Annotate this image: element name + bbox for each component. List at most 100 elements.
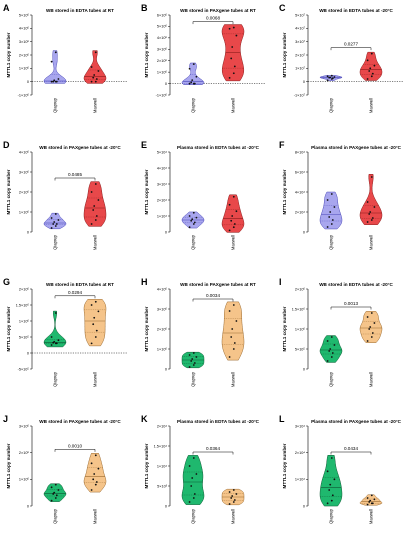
y-tick-label: 5×10⁶ (19, 13, 30, 17)
x-tick-label: Qiaprep (191, 234, 196, 250)
data-point (54, 483, 57, 486)
p-value-label: 0.0294 (68, 290, 82, 295)
y-axis-label: MTTL1 copy number (6, 32, 11, 77)
panel-svg: C WB stored in EDTA tubes at -20°C MTTL1 c… (279, 3, 404, 113)
data-point (370, 52, 373, 55)
x-tick-label: Qiaprep (329, 508, 334, 524)
data-point (193, 362, 196, 364)
data-point (328, 489, 331, 491)
data-point (52, 493, 55, 495)
panel-l: L Plasma stored in PAXgene tubes at -20°C… (276, 411, 414, 548)
data-point (228, 76, 231, 79)
y-tick-label: 1×10⁶ (19, 67, 30, 71)
data-point (231, 495, 234, 497)
data-point (370, 494, 373, 497)
panel-a: A WB stored in EDTA tubes at RT MTTL1 copy… (0, 0, 138, 137)
data-point (366, 59, 369, 62)
panel-title: WB stored in EDTA tubes at -20°C (319, 282, 393, 287)
panel-svg: L Plasma stored in PAXgene tubes at -20°C… (279, 414, 402, 524)
y-tick-label: 5×10⁵ (19, 335, 30, 339)
data-point (326, 199, 329, 201)
data-point (235, 34, 238, 37)
x-tick-label: Maxwell (369, 235, 374, 250)
panel-letter: H (141, 277, 148, 287)
data-point (54, 213, 57, 215)
y-tick-label: 0 (165, 367, 167, 371)
data-point (95, 215, 98, 217)
data-point (188, 215, 191, 217)
data-point (330, 74, 333, 77)
y-tick-label: 3×10⁶ (19, 170, 30, 174)
data-point (232, 304, 235, 306)
x-tick-label: Qiaprep (191, 97, 196, 113)
violin-maxwell (359, 51, 383, 81)
data-point (95, 481, 98, 483)
violin-maxwell (221, 301, 245, 361)
data-point (191, 218, 194, 221)
data-point (54, 51, 57, 54)
violin-qiaprep (319, 75, 343, 81)
y-tick-label: 2×10⁴ (295, 451, 306, 455)
data-point (93, 473, 96, 475)
data-point (366, 78, 369, 80)
data-point (330, 336, 333, 338)
y-tick-label: 0 (27, 351, 29, 355)
data-point (230, 336, 233, 338)
data-point (94, 183, 97, 185)
panel-letter: E (141, 140, 147, 150)
y-axis-label: MTTL1 copy number (144, 169, 149, 214)
data-point (94, 336, 97, 338)
violin-qiaprep (319, 191, 343, 230)
panel-e: E Plasma stored in EDTA tubes at -20°C MTT… (138, 137, 276, 274)
x-tick-label: Qiaprep (329, 234, 334, 250)
y-tick-label: 3×10⁶ (157, 48, 168, 52)
panel-title: Plasma stored in PAXgene tubes at -20°C (311, 419, 402, 424)
data-point (192, 457, 195, 459)
panel-letter: G (3, 277, 10, 287)
y-tick-label: 2×10⁶ (295, 287, 306, 291)
y-axis-label: MTTL1 copy number (144, 32, 149, 77)
x-tick-label: Qiaprep (53, 234, 58, 250)
significance-bracket (54, 177, 96, 181)
data-point (191, 477, 194, 479)
significance-bracket (192, 298, 234, 302)
data-point (50, 227, 53, 229)
y-tick-label: 5×10⁷ (295, 13, 306, 17)
y-tick-label: 2×10⁴ (157, 198, 168, 202)
data-point (55, 80, 58, 83)
x-tick-label: Maxwell (231, 372, 236, 387)
panel-g: G WB stored in EDTA tubes at RT MTTL1 copy… (0, 274, 138, 411)
panel-c: C WB stored in EDTA tubes at -20°C MTTL1 c… (276, 0, 414, 137)
y-tick-label: -1×10⁶ (156, 93, 168, 97)
data-point (373, 498, 376, 501)
panel-i: I WB stored in EDTA tubes at -20°C MTTL1 c… (276, 274, 414, 411)
data-point (195, 356, 198, 358)
y-tick-label: -1×10⁷ (294, 93, 306, 97)
data-point (371, 217, 374, 219)
data-point (370, 336, 373, 338)
x-tick-label: Maxwell (369, 372, 374, 387)
data-point (93, 316, 96, 319)
p-value-label: 0.0010 (68, 443, 82, 448)
violin-qiaprep (181, 455, 205, 505)
data-point (235, 210, 238, 213)
x-tick-label: Qiaprep (191, 508, 196, 524)
panel-j: J WB stored in PAXgene tubes at -20°C MTTL… (0, 411, 138, 548)
y-tick-label: 2×10⁶ (157, 59, 168, 63)
violin-maxwell (83, 181, 107, 227)
data-point (190, 360, 193, 362)
data-point (52, 223, 55, 225)
data-point (55, 223, 58, 225)
x-tick-label: Qiaprep (53, 97, 58, 113)
violin-maxwell (359, 174, 383, 225)
data-point (192, 211, 195, 214)
y-tick-label: 1×10⁶ (19, 319, 30, 323)
data-point (233, 65, 236, 68)
data-point (329, 483, 332, 486)
data-point (370, 219, 373, 221)
panel-f: F Plasma stored in PAXgene tubes at -20°C… (276, 137, 414, 274)
y-tick-label: 4×10⁷ (295, 27, 306, 31)
data-point (230, 57, 233, 60)
data-point (328, 350, 331, 352)
data-point (192, 364, 195, 366)
